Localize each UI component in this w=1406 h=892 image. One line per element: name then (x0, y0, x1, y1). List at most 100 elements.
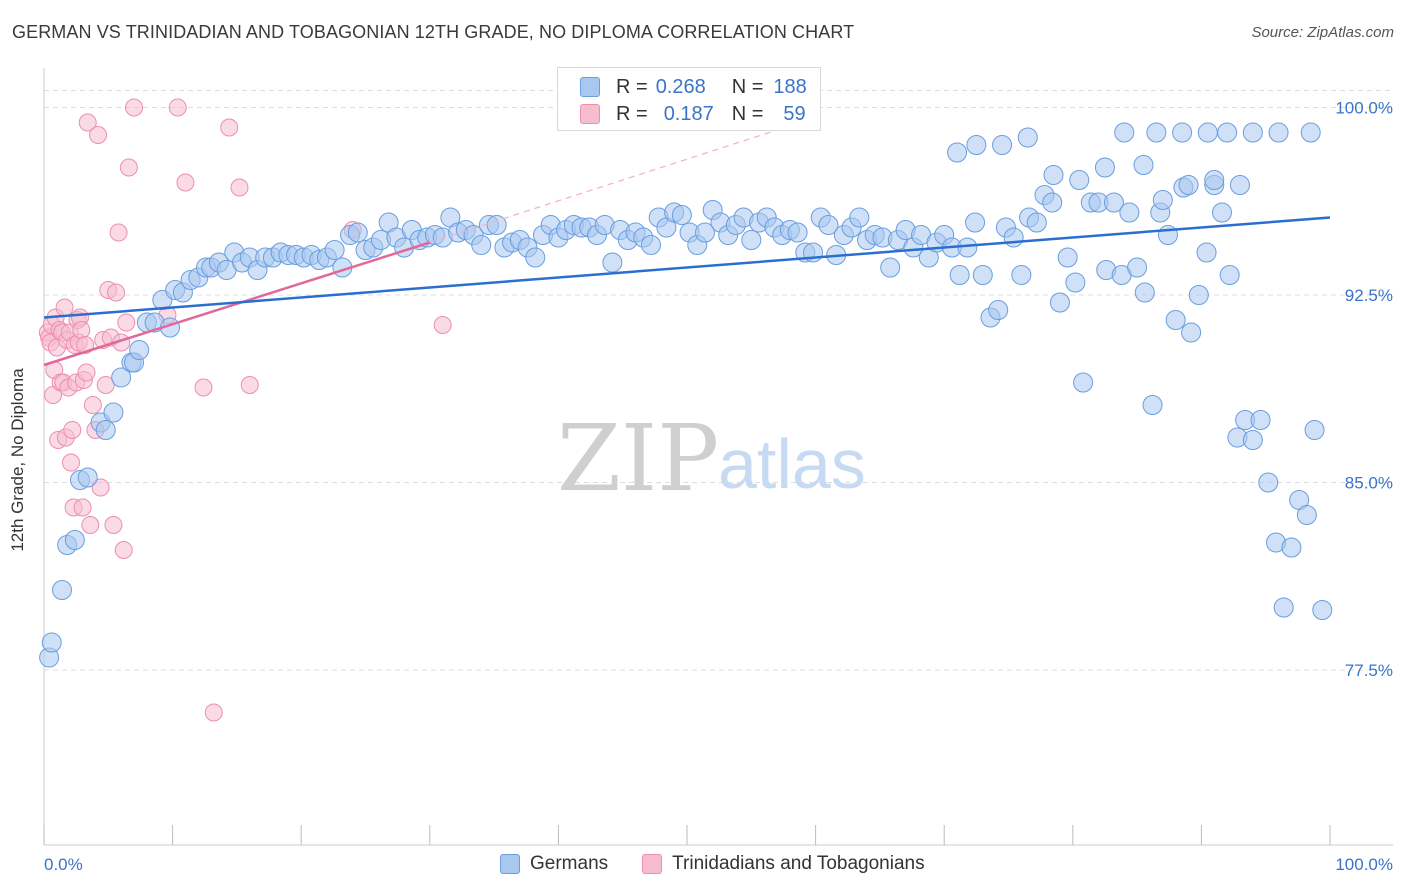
series-legend: Germans Trinidadians and Tobagonians (500, 851, 959, 877)
legend-swatch-trinidadians (580, 104, 600, 124)
trini-point (62, 453, 81, 472)
trini-point (89, 126, 108, 144)
german-point (486, 215, 507, 235)
german-point (1242, 430, 1263, 450)
german-point (1003, 227, 1024, 248)
n-label: N = (731, 75, 764, 98)
trini-point (114, 541, 133, 559)
r-label: R = (616, 102, 648, 125)
correlation-legend: R = 0.268 N = 188 R = 0.187 N = 59 (557, 67, 821, 131)
german-point (471, 235, 492, 255)
trini-point (204, 703, 223, 722)
german-point (41, 632, 62, 653)
y-tick-label: 77.5% (1345, 661, 1393, 680)
german-point (1011, 265, 1032, 285)
trini-point (83, 396, 102, 414)
trini-point (76, 336, 95, 354)
german-point (1172, 122, 1193, 143)
german-point (695, 222, 716, 243)
trini-point (73, 498, 92, 517)
german-point (1229, 175, 1250, 195)
trini-point (104, 516, 123, 534)
trend-lines (43, 116, 1331, 367)
legend-swatch-germans (500, 854, 520, 874)
legend-swatch-trinidadians (642, 854, 663, 874)
legend-swatch-germans (580, 77, 600, 97)
legend-row-trinidadians: R = 0.187 N = 59 (580, 102, 806, 126)
german-point (1134, 282, 1155, 303)
german-point (1165, 310, 1186, 330)
german-point (1065, 272, 1086, 293)
german-point (1242, 122, 1263, 143)
german-point (972, 265, 993, 285)
watermark: ZIP atlas (557, 405, 866, 512)
german-point (1250, 410, 1271, 430)
legend-item-trinidadians: Trinidadians and Tobagonians (642, 853, 925, 875)
german-point (103, 402, 124, 423)
german-point (1268, 122, 1289, 143)
german-point (1217, 122, 1238, 143)
german-point (1073, 372, 1094, 393)
axes (43, 68, 1393, 846)
n-value: 59 (783, 102, 806, 125)
chart-source: Source: ZipAtlas.com (1251, 24, 1394, 41)
trini-point (55, 298, 74, 317)
german-point (1094, 157, 1115, 178)
german-series (39, 122, 1333, 668)
y-axis-label: 12th Grade, No Diploma (8, 368, 27, 552)
german-point (1043, 165, 1064, 185)
german-point (818, 215, 839, 235)
german-point (602, 252, 623, 273)
german-point (95, 420, 116, 440)
trini-point (194, 378, 213, 397)
german-point (1312, 600, 1333, 620)
german-point (129, 340, 150, 360)
r-label: R = (616, 75, 648, 98)
german-point (1146, 122, 1167, 143)
german-point (992, 135, 1013, 155)
german-point (1197, 122, 1218, 143)
german-point (1133, 155, 1154, 175)
german-point (957, 237, 978, 258)
german-point (1103, 192, 1124, 213)
german-point (1152, 190, 1173, 210)
german-point (1196, 242, 1217, 263)
german-point (1017, 127, 1038, 148)
german-point (965, 212, 986, 233)
trini-point (433, 316, 452, 334)
trini-point (119, 158, 138, 177)
german-point (1181, 322, 1202, 343)
german-point (52, 580, 73, 600)
trini-point (220, 118, 239, 137)
german-point (1042, 192, 1063, 213)
german-point (1273, 597, 1294, 618)
trini-point (117, 313, 136, 332)
watermark-atlas: atlas (718, 425, 866, 503)
german-point (525, 247, 546, 268)
german-point (324, 240, 345, 260)
legend-item-germans: Germans (500, 853, 608, 875)
trini-series (38, 98, 452, 722)
y-tick-label: 85.0% (1345, 474, 1393, 493)
german-point (671, 205, 692, 225)
trini-point (72, 321, 91, 339)
german-point (1296, 505, 1317, 525)
german-point (787, 222, 808, 243)
german-point (1211, 202, 1232, 223)
german-point (1300, 122, 1321, 143)
legend-label-germans: Germans (530, 853, 609, 874)
german-point (1057, 247, 1078, 268)
german-point (1119, 202, 1140, 223)
german-point (1127, 257, 1148, 278)
german-point (849, 207, 870, 228)
german-point (880, 257, 901, 278)
german-point (1219, 265, 1240, 285)
chart-title: GERMAN VS TRINIDADIAN AND TOBAGONIAN 12T… (12, 22, 855, 42)
y-tick-label: 100.0% (1335, 99, 1393, 118)
german-point (949, 265, 970, 285)
german-point (988, 300, 1009, 320)
german-point (1188, 285, 1209, 305)
trini-point (109, 223, 128, 242)
trini-point (91, 478, 110, 497)
trini-point (78, 113, 97, 132)
